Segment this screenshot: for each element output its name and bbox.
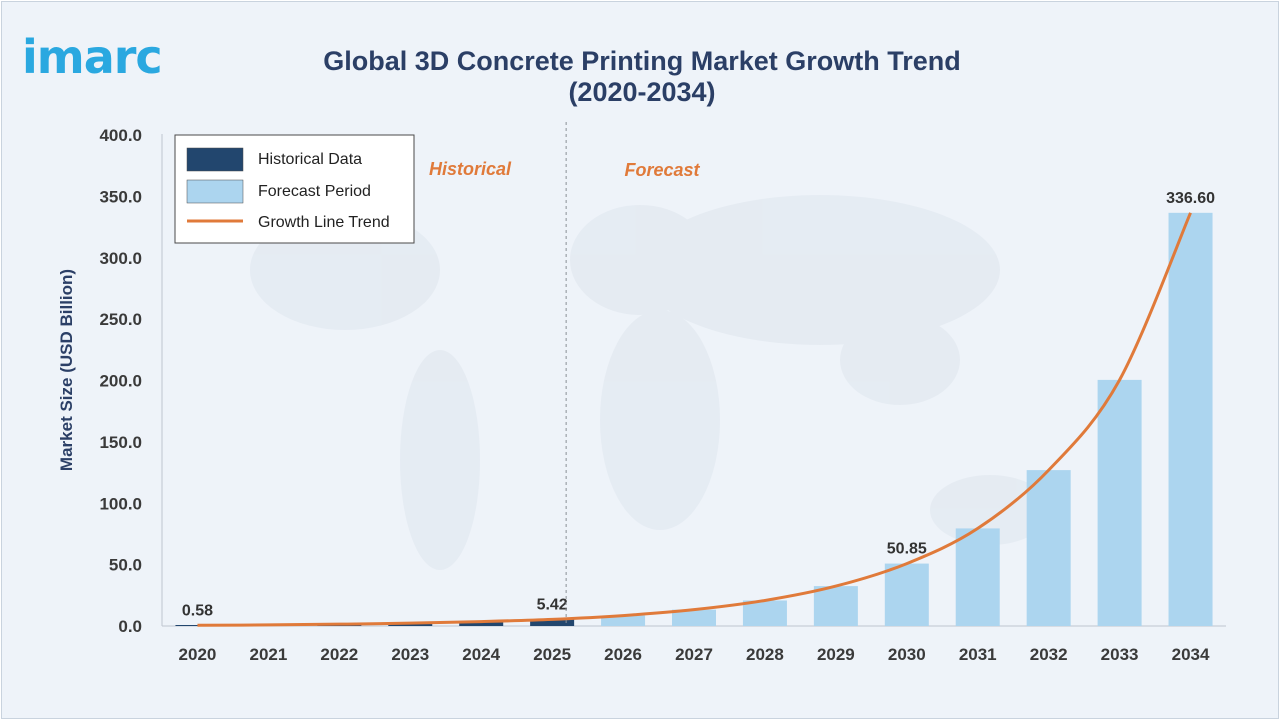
x-tick-label: 2024 (462, 645, 500, 664)
x-tick-label: 2030 (888, 645, 926, 664)
bar-2024 (459, 621, 504, 626)
historical-region-label: Historical (429, 159, 512, 179)
x-tick-label: 2020 (179, 645, 217, 664)
bar-2034 (1168, 212, 1213, 627)
legend-trend-label: Growth Line Trend (258, 214, 390, 231)
data-label-2025: 5.42 (537, 596, 568, 613)
x-tick-label: 2023 (391, 645, 429, 664)
bar-2030 (884, 563, 929, 626)
y-tick-label: 100.0 (99, 494, 142, 513)
y-tick-label: 400.0 (99, 126, 142, 145)
x-tick-label: 2028 (746, 645, 784, 664)
data-label-2020: 0.58 (182, 602, 213, 619)
y-tick-label: 250.0 (99, 310, 142, 329)
legend-forecast-swatch (186, 179, 244, 204)
bar-2025 (530, 619, 575, 626)
x-tick-label: 2027 (675, 645, 713, 664)
y-axis-label: Market Size (USD Billion) (57, 269, 76, 471)
y-tick-label: 350.0 (99, 187, 142, 206)
forecast-region-label: Forecast (624, 160, 700, 180)
bar-2033 (1097, 379, 1142, 626)
bar-2028 (742, 600, 787, 626)
x-tick-label: 2025 (533, 645, 571, 664)
x-tick-label: 2031 (959, 645, 997, 664)
legend: Historical Data Forecast Period Growth L… (174, 134, 415, 244)
x-tick-label: 2032 (1030, 645, 1068, 664)
growth-trend-line (197, 212, 1192, 627)
legend-forecast-label: Forecast Period (258, 183, 371, 200)
x-tick-label: 2033 (1101, 645, 1139, 664)
y-tick-label: 0.0 (118, 617, 142, 636)
y-tick-label: 300.0 (99, 249, 142, 268)
world-map-background (240, 190, 1050, 570)
bar-2029 (813, 586, 858, 626)
bar-2020 (175, 625, 220, 626)
imarc-logo: imarc (22, 30, 163, 84)
legend-historical-label: Historical Data (258, 151, 362, 168)
x-tick-label: 2026 (604, 645, 642, 664)
data-label-2030: 50.85 (887, 541, 927, 558)
x-tick-label: 2029 (817, 645, 855, 664)
data-label-2034: 336.60 (1166, 190, 1215, 207)
legend-historical-swatch (186, 147, 244, 172)
x-tick-label: 2034 (1172, 645, 1210, 664)
y-tick-label: 150.0 (99, 433, 142, 452)
y-tick-label: 50.0 (109, 556, 142, 575)
chart-title: Global 3D Concrete Printing Market Growt… (323, 46, 961, 107)
bar-2026 (601, 615, 646, 626)
x-tick-label: 2021 (249, 645, 287, 664)
bar-2027 (672, 609, 716, 626)
bar-2031 (955, 528, 1000, 626)
y-tick-label: 200.0 (99, 372, 142, 391)
x-tick-label: 2022 (320, 645, 358, 664)
bar-2032 (1026, 470, 1071, 626)
